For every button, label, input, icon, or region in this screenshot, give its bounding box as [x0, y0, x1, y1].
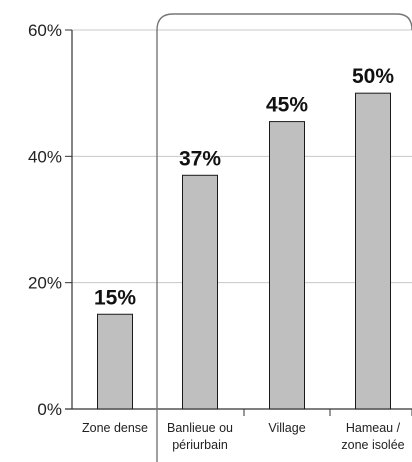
x-category-label: zone isolée: [341, 438, 404, 452]
x-category-label: périurbain: [172, 438, 228, 452]
data-label: 45%: [266, 94, 308, 117]
group-bracket: [156, 13, 412, 462]
data-label: 50%: [352, 65, 394, 88]
bar: [182, 174, 218, 410]
data-label: 37%: [179, 147, 221, 170]
data-label: 15%: [94, 286, 136, 309]
bar: [269, 121, 305, 410]
y-tick-label: 20%: [28, 274, 62, 293]
y-tick-label: 60%: [28, 21, 62, 40]
bar: [97, 313, 133, 410]
y-tick-label: 40%: [28, 147, 62, 166]
bar: [355, 92, 391, 410]
x-category-label: Hameau /: [346, 421, 401, 435]
x-category-label: Banlieue ou: [167, 421, 233, 435]
x-category-label: Village: [268, 421, 305, 435]
x-category-label: Zone dense: [82, 421, 148, 435]
y-tick-label: 0%: [37, 400, 62, 419]
